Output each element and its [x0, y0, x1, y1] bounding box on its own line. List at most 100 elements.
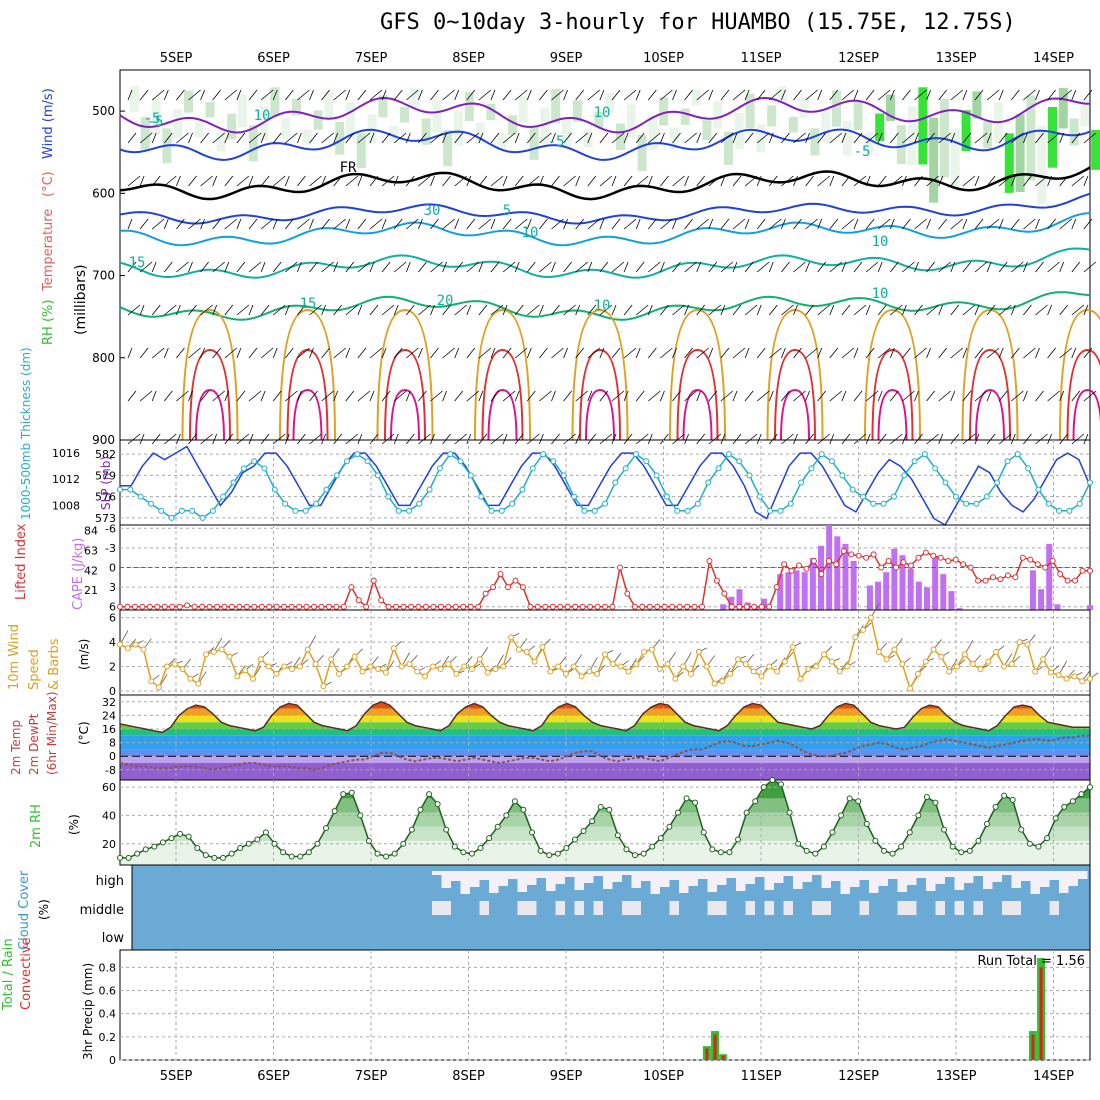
- wind-speed-line-point: [484, 669, 491, 676]
- cloud-mid: [764, 901, 774, 915]
- wind-barb: [1047, 132, 1060, 144]
- rh-line-point: [571, 836, 578, 843]
- rh-line-point: [529, 829, 536, 836]
- wind-barb: [853, 347, 859, 359]
- li-line-point: [408, 603, 414, 610]
- thickness-line-point: [519, 486, 526, 493]
- wind-barb: [720, 390, 734, 402]
- li-line-point: [273, 603, 280, 610]
- wind-barb: [1010, 433, 1016, 445]
- thickness-line-point: [746, 472, 753, 479]
- rh-line-point: [1009, 796, 1016, 803]
- wind-barb: [139, 304, 145, 316]
- wind-barb: [587, 175, 597, 187]
- wind-speed-line-point: [1032, 668, 1039, 675]
- rh-shade: [130, 86, 139, 113]
- precip-conv-bar: [1031, 1034, 1035, 1060]
- wind-barb: [986, 89, 1000, 101]
- wind-barb: [974, 89, 984, 101]
- wind-barb: [1011, 390, 1024, 402]
- ytick-label: 573: [95, 512, 116, 525]
- thickness-line-point: [251, 458, 258, 465]
- cloud-mid: [631, 901, 641, 915]
- wind-barb: [260, 390, 266, 402]
- wind-speed-line-point: [140, 646, 147, 653]
- wind-barb: [962, 175, 976, 187]
- wind-barb: [454, 347, 460, 359]
- rh-line-point: [726, 849, 733, 856]
- wind-barb: [454, 218, 460, 230]
- wind-barb: [890, 175, 903, 187]
- wind-barb: [478, 304, 488, 316]
- wind-barb: [672, 304, 685, 316]
- warm-contour: [487, 388, 518, 441]
- ytick-label: -8: [105, 764, 116, 777]
- li-line-point: [1034, 561, 1041, 568]
- cape-bar: [785, 572, 792, 610]
- wind-speed-line-point: [249, 675, 256, 682]
- wind-barb: [236, 175, 250, 187]
- thickness-line-point: [292, 507, 299, 514]
- wind-barb: [502, 175, 508, 187]
- wind-barb: [768, 433, 778, 445]
- wind-barb: [889, 261, 899, 273]
- thickness-line-point: [509, 500, 516, 507]
- wind-barb: [962, 347, 968, 359]
- wind-barb: [430, 390, 443, 402]
- rh-shade: [140, 116, 150, 150]
- wind-barb: [805, 304, 814, 316]
- wind-barb: [684, 433, 689, 445]
- thickness-line-point: [1014, 451, 1021, 458]
- thickness-line-point: [767, 507, 774, 514]
- wind-barb: [176, 261, 189, 273]
- rh-shade: [626, 104, 636, 138]
- rh-line-point: [709, 846, 716, 853]
- cape-bar: [736, 589, 743, 610]
- wind-barb: [744, 175, 758, 187]
- wind-barb: [430, 261, 443, 273]
- thickness-line-point: [271, 486, 278, 493]
- wind-barb: [176, 347, 185, 359]
- wind-barb: [236, 390, 246, 402]
- wind-speed-line-point: [1008, 661, 1015, 668]
- rh-line-point: [597, 803, 604, 810]
- rh-shade: [475, 122, 485, 145]
- cloud-high: [983, 871, 993, 889]
- wind-barb: [1011, 261, 1024, 273]
- thickness-line-point: [571, 493, 578, 500]
- warm-contour: [780, 388, 810, 441]
- wind-barb: [466, 261, 480, 273]
- wind-barb: [611, 261, 625, 273]
- wind-barb: [720, 218, 730, 230]
- wind-speed-line-point: [734, 656, 741, 663]
- wind-barb: [781, 132, 790, 144]
- rh-shade: [810, 128, 820, 156]
- wind-barb: [599, 218, 605, 230]
- wind-barb: [1023, 132, 1028, 144]
- li-line-point: [885, 557, 892, 564]
- wind-barb: [369, 347, 383, 359]
- rh-line-point: [863, 820, 870, 827]
- wind-barb: [1010, 218, 1020, 230]
- cloud-high: [935, 871, 945, 884]
- date-label-top: 14SEP: [1033, 51, 1074, 66]
- slp-line: [120, 445, 1091, 527]
- wind-barb: [224, 347, 238, 359]
- rh-line-point: [898, 843, 905, 850]
- wind-speed-line-point: [375, 666, 382, 672]
- ylabel-part: Speed: [27, 649, 42, 690]
- wind-speed-line-point: [124, 645, 131, 652]
- wind-barb: [442, 261, 447, 273]
- wind-barb: [841, 132, 847, 144]
- cloud-high: [992, 871, 1002, 882]
- wind-barb: [974, 433, 980, 445]
- rh-shade: [184, 90, 193, 113]
- wind-barb: [454, 89, 460, 101]
- warm-contour: [682, 388, 713, 441]
- wind-barb: [176, 304, 181, 316]
- wind-barb: [514, 132, 520, 144]
- wind-barb: [502, 218, 512, 230]
- li-line-point: [296, 603, 303, 610]
- thickness-line-point: [1076, 500, 1083, 507]
- rh-line-point: [966, 847, 973, 854]
